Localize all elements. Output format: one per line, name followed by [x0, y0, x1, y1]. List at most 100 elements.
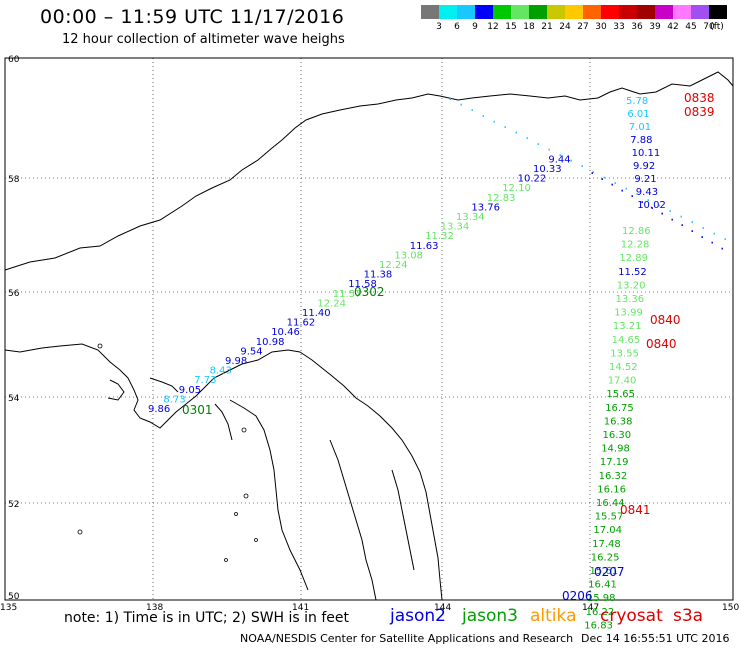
scale-label: 30 — [595, 22, 607, 32]
scale-label: 36 — [631, 22, 643, 32]
swh-label: 16.41 — [588, 580, 617, 591]
lon-label: 138 — [146, 603, 163, 613]
swh-label: 12.86 — [622, 226, 651, 237]
lon-label: 147 — [582, 603, 599, 613]
swh-label: · — [459, 98, 463, 114]
swh-label: 12.89 — [619, 253, 648, 264]
swh-label: · — [620, 183, 624, 199]
swh-label: · — [492, 114, 496, 130]
lat-label: 58 — [8, 175, 20, 185]
scale-swatch — [511, 5, 529, 19]
scale-swatch — [619, 5, 637, 19]
islands — [77, 343, 258, 562]
map-frame — [4, 57, 734, 601]
footer-credit: NOAA/NESDIS Center for Satellite Applica… — [240, 632, 574, 645]
swh-label: · — [690, 224, 694, 240]
swh-label: · — [690, 215, 694, 231]
swh-label: 10.22 — [518, 174, 547, 185]
swh-label: · — [547, 142, 551, 158]
lon-label: 141 — [292, 603, 309, 613]
swh-label: 0840 — [646, 337, 677, 351]
swh-label: 12.24 — [379, 260, 408, 271]
swh-label: · — [646, 193, 650, 209]
swh-label: 0840 — [650, 313, 681, 327]
swh-label: · — [657, 198, 661, 214]
swh-label: 11.58 — [348, 279, 377, 290]
swh-label: 7.01 — [629, 122, 651, 133]
swh-label: · — [630, 189, 634, 205]
scale-label: 21 — [541, 22, 553, 32]
scale-swatch — [493, 5, 511, 19]
lat-label: 54 — [8, 394, 20, 404]
footnote: note: 1) Time is in UTC; 2) SWH is in fe… — [64, 610, 350, 626]
swh-label: 9.92 — [633, 161, 655, 172]
swh-label: 9.54 — [240, 346, 262, 357]
scale-label: 24 — [559, 22, 571, 32]
swh-label: 0301 — [182, 403, 213, 417]
swh-label: · — [448, 92, 452, 108]
swh-label: 17.04 — [593, 525, 622, 536]
swh-label: 16.75 — [605, 403, 634, 414]
swh-label: · — [723, 232, 727, 248]
footer-date: Dec 14 16:55:51 UTC 2016 — [581, 632, 730, 645]
swh-label: 7.88 — [630, 135, 652, 146]
swh-label: · — [701, 221, 705, 237]
legend-altika: altika — [530, 606, 577, 626]
scale-label: 70 — [703, 22, 715, 32]
swh-label: · — [569, 154, 573, 170]
swh-label: · — [610, 178, 614, 194]
swh-label: 16.25 — [591, 552, 620, 563]
swh-label: 15.65 — [606, 389, 635, 400]
swh-label: 12.28 — [621, 240, 650, 251]
swh-label: 10.02 — [637, 200, 666, 211]
scale-label: 45 — [685, 22, 697, 32]
swh-label: 10.98 — [256, 337, 285, 348]
scale-swatch — [565, 5, 583, 19]
swh-label: 10.11 — [632, 148, 661, 159]
swh-label: · — [720, 241, 724, 257]
scale-swatch — [691, 5, 709, 19]
swh-label: 16.32 — [599, 471, 628, 482]
swh-label: 13.21 — [613, 321, 642, 332]
scale-swatch — [529, 5, 547, 19]
swh-label: 10.33 — [533, 164, 562, 175]
scale-label: 15 — [505, 22, 517, 32]
swh-label: 11.40 — [302, 308, 331, 319]
swh-label: 0302 — [354, 285, 385, 299]
swh-label: · — [710, 236, 714, 252]
swh-label: 9.05 — [179, 385, 201, 396]
swh-label: 6.01 — [627, 109, 649, 120]
swh-label: · — [640, 195, 644, 211]
swh-label: 8.73 — [163, 394, 185, 405]
chart-subtitle: 12 hour collection of altimeter wave hei… — [62, 32, 345, 47]
scale-swatch — [457, 5, 475, 19]
swh-label: 13.76 — [471, 202, 500, 213]
scale-swatch — [655, 5, 673, 19]
legend-s3a: s3a — [673, 606, 704, 626]
swh-label: · — [624, 182, 628, 198]
swh-label: 13.99 — [614, 308, 643, 319]
swh-label: 16.38 — [604, 416, 633, 427]
swh-label: 16.16 — [597, 484, 626, 495]
swh-label: 5.78 — [626, 96, 648, 107]
legend-jason3: jason3 — [462, 606, 518, 626]
scale-swatch — [583, 5, 601, 19]
scale-swatch — [547, 5, 565, 19]
swh-label: 13.34 — [456, 212, 485, 223]
swh-label: 0841 — [620, 503, 651, 517]
swh-label: · — [525, 131, 529, 147]
lat-label: 60 — [8, 55, 20, 65]
swh-label: 0207 — [594, 565, 625, 579]
scale-label: 6 — [454, 22, 460, 32]
swh-label: 9.98 — [225, 356, 247, 367]
scale-label: 12 — [487, 22, 499, 32]
swh-label: 14.52 — [609, 362, 638, 373]
swh-label: 16.30 — [603, 430, 632, 441]
swh-label: 15.98 — [587, 593, 616, 604]
swh-label: 11.63 — [410, 241, 439, 252]
swh-label: 17.19 — [600, 457, 629, 468]
scale-swatch — [475, 5, 493, 19]
swh-label: 12.24 — [317, 298, 346, 309]
satellite-tracks: 9.868.739.057.738.439.989.5410.9810.4611… — [148, 91, 727, 631]
scale-label: 39 — [649, 22, 661, 32]
